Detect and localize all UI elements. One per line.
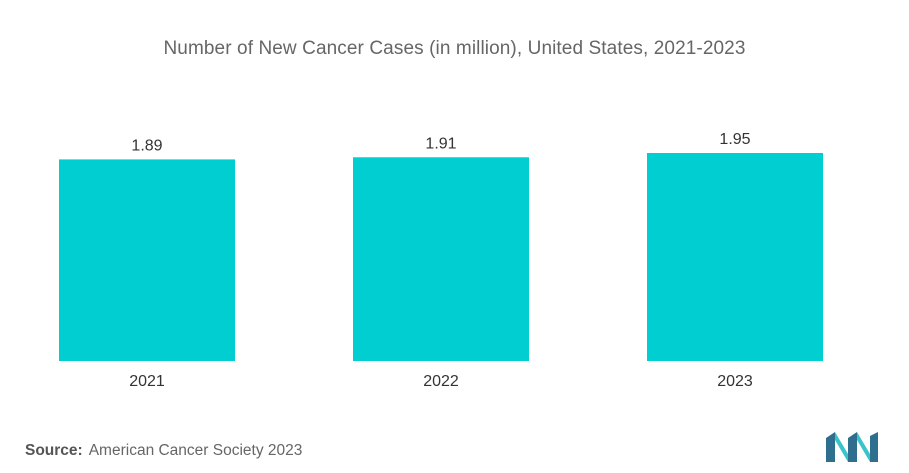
x-tick-label-2021: 2021	[129, 373, 165, 390]
source-note: Source: American Cancer Society 2023	[25, 442, 302, 460]
bar-2022	[353, 157, 529, 361]
bar-2021	[59, 159, 235, 361]
chart-title: Number of New Cancer Cases (in million),…	[163, 38, 746, 59]
x-tick-label-2023: 2023	[717, 373, 753, 390]
source-text: American Cancer Society 2023	[88, 442, 303, 459]
source-label: Source:	[25, 442, 83, 459]
data-label-2021: 1.89	[131, 137, 162, 154]
x-tick-label-2022: 2022	[423, 373, 459, 390]
data-label-2022: 1.91	[425, 135, 456, 152]
brand-logo-icon	[826, 432, 878, 462]
data-label-2023: 1.95	[719, 131, 750, 148]
bar-2023	[647, 153, 823, 361]
